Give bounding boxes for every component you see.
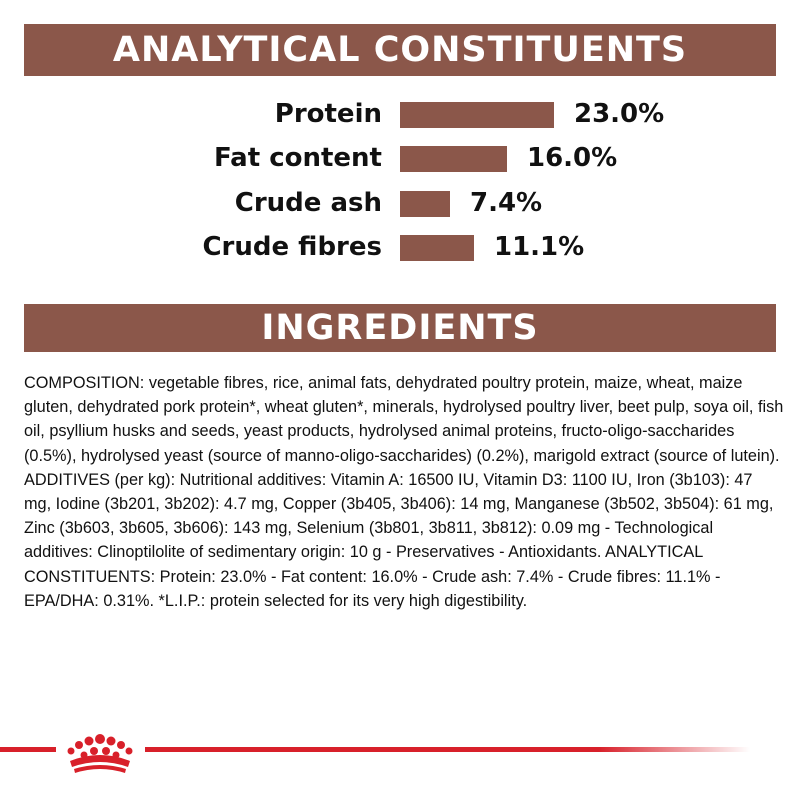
chart-value-label: 11.1% xyxy=(494,232,585,262)
ingredients-composition-text: COMPOSITION: vegetable fibres, rice, ani… xyxy=(24,374,784,610)
chart-bar xyxy=(400,102,554,128)
analytical-constituents-header: ANALYTICAL CONSTITUENTS xyxy=(24,24,776,76)
chart-row: Fat content 16.0% xyxy=(0,144,800,172)
ingredients-header: INGREDIENTS xyxy=(24,304,776,352)
analytical-constituents-title: ANALYTICAL CONSTITUENTS xyxy=(112,30,688,70)
chart-row: Protein 23.0% xyxy=(0,100,800,128)
footer-line-left xyxy=(0,747,56,752)
footer-line-right xyxy=(145,747,750,752)
chart-value-label: 16.0% xyxy=(527,143,618,173)
chart-value-label: 23.0% xyxy=(574,99,665,129)
chart-bar xyxy=(400,235,474,261)
chart-bar xyxy=(400,146,507,172)
chart-category-label: Crude fibres xyxy=(202,232,382,262)
chart-value-label: 7.4% xyxy=(470,188,543,218)
chart-category-label: Fat content xyxy=(213,143,382,173)
crown-logo-icon xyxy=(67,734,133,773)
analytical-constituents-chart: Protein 23.0% Fat content 16.0% Crude ash 7.4… xyxy=(0,96,800,276)
chart-row: Crude fibres 11.1% xyxy=(0,233,800,261)
chart-category-label: Protein xyxy=(274,99,382,129)
chart-row: Crude ash 7.4% xyxy=(0,189,800,217)
chart-category-label: Crude ash xyxy=(234,188,382,218)
ingredients-title: INGREDIENTS xyxy=(261,308,539,348)
chart-bar xyxy=(400,191,450,217)
